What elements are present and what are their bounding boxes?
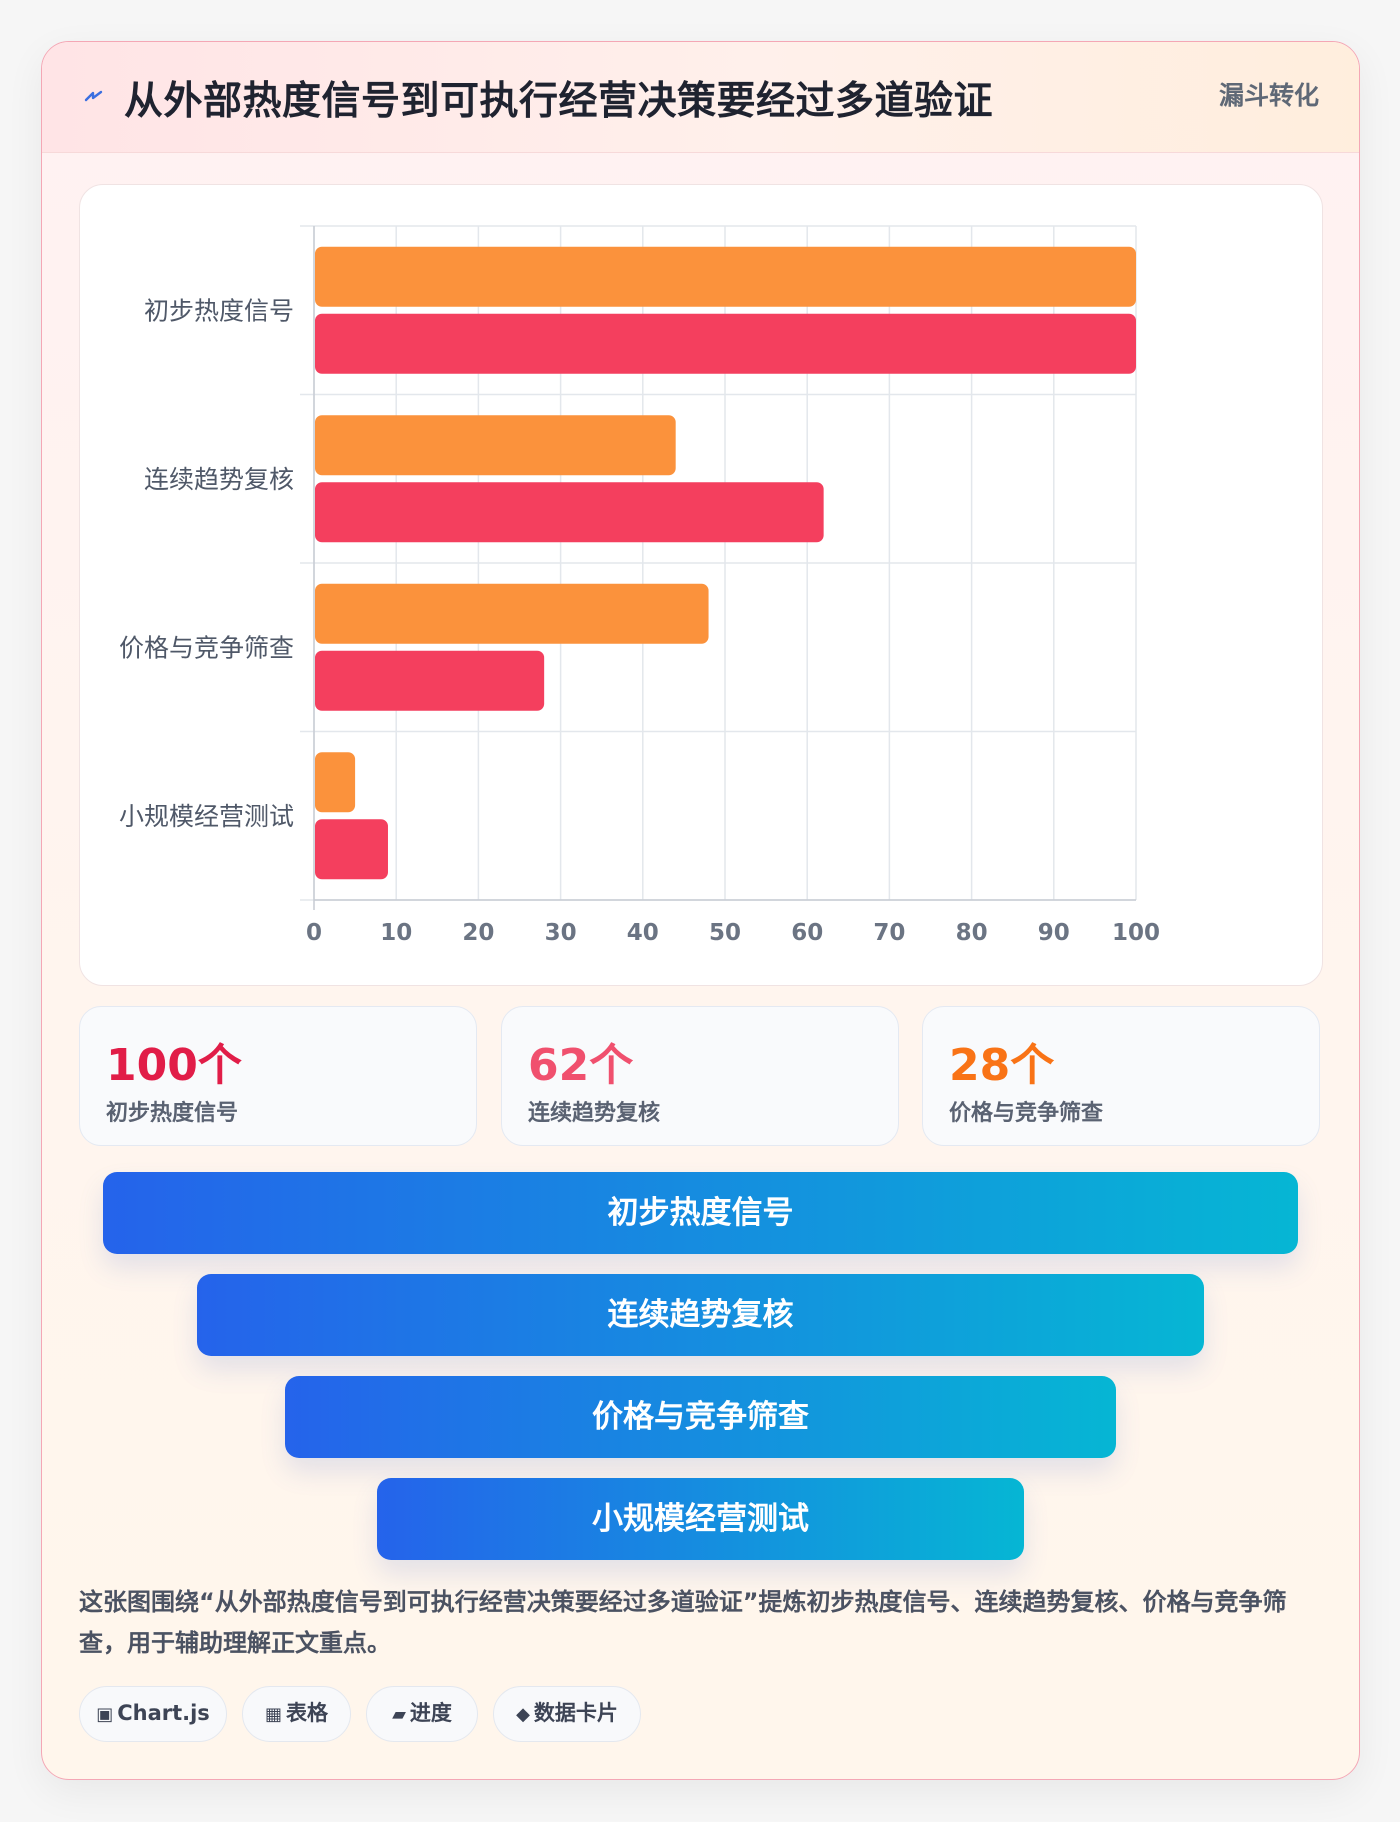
bar-series-2: [315, 819, 388, 880]
y-tick-label: 初步热度信号: [144, 296, 294, 325]
chip-label: Chart.js: [117, 1701, 210, 1725]
stat-card-2: 62个 连续趋势复核: [501, 1006, 899, 1146]
chip-data-card: ◆ 数据卡片: [493, 1686, 641, 1742]
x-tick-label: 90: [1038, 920, 1070, 946]
funnel-stage-2: 连续趋势复核: [197, 1274, 1204, 1356]
x-tick-label: 100: [1112, 920, 1160, 946]
y-tick-label: 连续趋势复核: [144, 465, 294, 494]
x-tick-label: 70: [873, 920, 905, 946]
x-tick-label: 10: [380, 920, 412, 946]
bar-series-1: [315, 246, 1136, 307]
page-title: 从外部热度信号到可执行经营决策要经过多道验证: [124, 79, 994, 124]
bar-series-2: [315, 482, 824, 543]
y-tick-label: 小规模经营测试: [119, 802, 294, 831]
y-tick-label: 价格与竞争筛查: [119, 633, 294, 662]
bar-series-2: [315, 313, 1136, 374]
stat-label: 价格与竞争筛查: [949, 1101, 1104, 1126]
chip-table: ▦ 表格: [242, 1686, 351, 1742]
chart-panel: 0 10 20 30 40 50 60 70 80 90 100 初步热度信号 连续趋势复核价格与竞争筛…: [79, 184, 1323, 986]
category-tag: 漏斗转化: [1218, 81, 1319, 110]
x-tick-label: 50: [709, 920, 741, 946]
funnel-stage-3: 价格与竞争筛查: [285, 1376, 1116, 1458]
infographic-card: 从外部热度信号到可执行经营决策要经过多道验证 漏斗转化 0 10 20 30 40 50 6…: [41, 41, 1360, 1780]
diamond-icon: ◆: [516, 1704, 530, 1725]
bar-series-1: [315, 583, 709, 644]
stat-value: 62个: [528, 1040, 634, 1091]
table-icon: ▦: [264, 1704, 282, 1725]
lightning-icon: [84, 90, 103, 102]
chip-label: 进度: [409, 1701, 452, 1725]
x-tick-label: 0: [306, 920, 322, 946]
bar-series-1: [315, 752, 356, 813]
x-tick-label: 40: [627, 920, 659, 946]
x-tick-label: 30: [545, 920, 577, 946]
bar-series-2: [315, 650, 545, 711]
chip-label: 表格: [286, 1701, 328, 1725]
progress-icon: ▰: [392, 1704, 406, 1725]
chart-icon: ▣: [96, 1704, 114, 1725]
chip-label: 数据卡片: [533, 1701, 618, 1725]
description-text: 这张图围绕“从外部热度信号到可执行经营决策要经过多道验证”提炼初步热度信号、连续…: [79, 1588, 1287, 1657]
stat-card-1: 100个 初步热度信号: [79, 1006, 477, 1146]
chip-chartjs: ▣ Chart.js: [79, 1686, 227, 1742]
card-header: 从外部热度信号到可执行经营决策要经过多道验证 漏斗转化: [42, 42, 1359, 153]
bar-series-1: [315, 415, 676, 476]
x-tick-label: 60: [791, 920, 823, 946]
stat-label: 连续趋势复核: [528, 1101, 661, 1126]
x-tick-label: 80: [956, 920, 988, 946]
funnel-stage-1: 初步热度信号: [103, 1172, 1298, 1254]
funnel-stage-4: 小规模经营测试: [377, 1478, 1024, 1560]
stat-value: 100个: [106, 1040, 242, 1091]
x-tick-label: 20: [462, 920, 494, 946]
stat-value: 28个: [949, 1040, 1055, 1091]
bar-chart: 0 10 20 30 40 50 60 70 80 90 100 初步热度信号连续趋势复核价格与竞争筛…: [119, 225, 1160, 946]
stat-card-3: 28个 价格与竞争筛查: [922, 1006, 1320, 1146]
chip-progress: ▰ 进度: [366, 1686, 478, 1742]
stat-label: 初步热度信号: [106, 1101, 239, 1126]
